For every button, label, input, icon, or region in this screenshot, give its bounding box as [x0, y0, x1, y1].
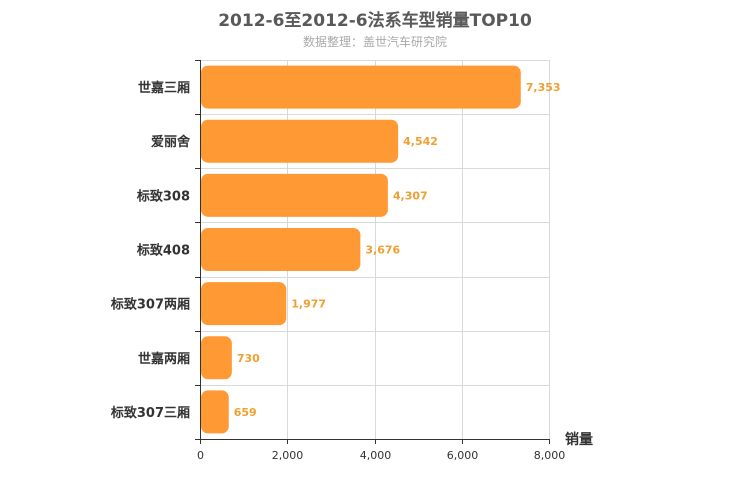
category-label-3: 标致408: [136, 243, 190, 259]
bars: [201, 65, 521, 434]
x-axis-title: 销量: [565, 431, 593, 448]
data-label-6: 659: [234, 406, 257, 419]
labels: 7,353 世嘉三厢 4,542 爱丽舍 4,307 标致308 3,676 标致408 1,9…: [110, 80, 565, 462]
data-label-3: 3,676: [365, 244, 400, 257]
axes: [200, 60, 550, 440]
bar-2: [201, 173, 388, 217]
chart-title: 2012-6至2012-6法系车型销量TOP10: [218, 11, 532, 31]
x-tick-label-2: 4,000: [360, 449, 392, 462]
data-label-1: 4,542: [403, 135, 438, 148]
bar-4: [201, 282, 287, 326]
bar-3: [201, 228, 361, 271]
bar-6: [201, 390, 229, 434]
x-tick-label-0: 0: [197, 449, 204, 462]
x-tick-label-4: 8,000: [534, 449, 566, 462]
bar-0: [201, 65, 521, 109]
data-label-4: 1,977: [291, 298, 326, 311]
category-label-0: 世嘉三厢: [138, 80, 190, 96]
bar-1: [201, 119, 399, 163]
category-label-5: 世嘉两厢: [138, 351, 190, 367]
bar-5: [201, 336, 232, 380]
chart-subtitle: 数据整理：盖世汽车研究院: [302, 35, 447, 49]
data-label-0: 7,353: [526, 81, 561, 94]
x-tick-label-1: 2,000: [272, 449, 304, 462]
data-label-5: 730: [237, 352, 260, 365]
category-label-4: 标致307两厢: [110, 297, 190, 313]
x-tick-label-3: 6,000: [447, 449, 479, 462]
data-label-2: 4,307: [393, 189, 428, 202]
category-label-1: 爱丽舍: [151, 134, 191, 150]
grid-lines: [195, 60, 550, 444]
category-label-6: 标致307三厢: [110, 405, 190, 421]
category-label-2: 标致308: [136, 188, 190, 204]
